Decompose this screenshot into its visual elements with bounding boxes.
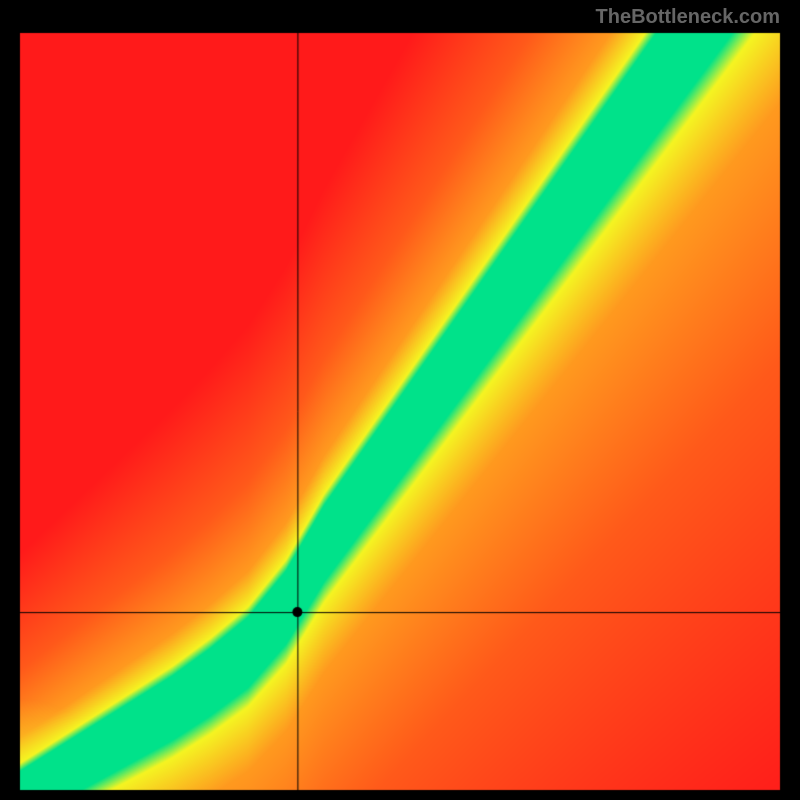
watermark-text: TheBottleneck.com xyxy=(596,6,780,29)
chart-container: TheBottleneck.com xyxy=(0,0,800,800)
heatmap-canvas xyxy=(0,0,800,800)
